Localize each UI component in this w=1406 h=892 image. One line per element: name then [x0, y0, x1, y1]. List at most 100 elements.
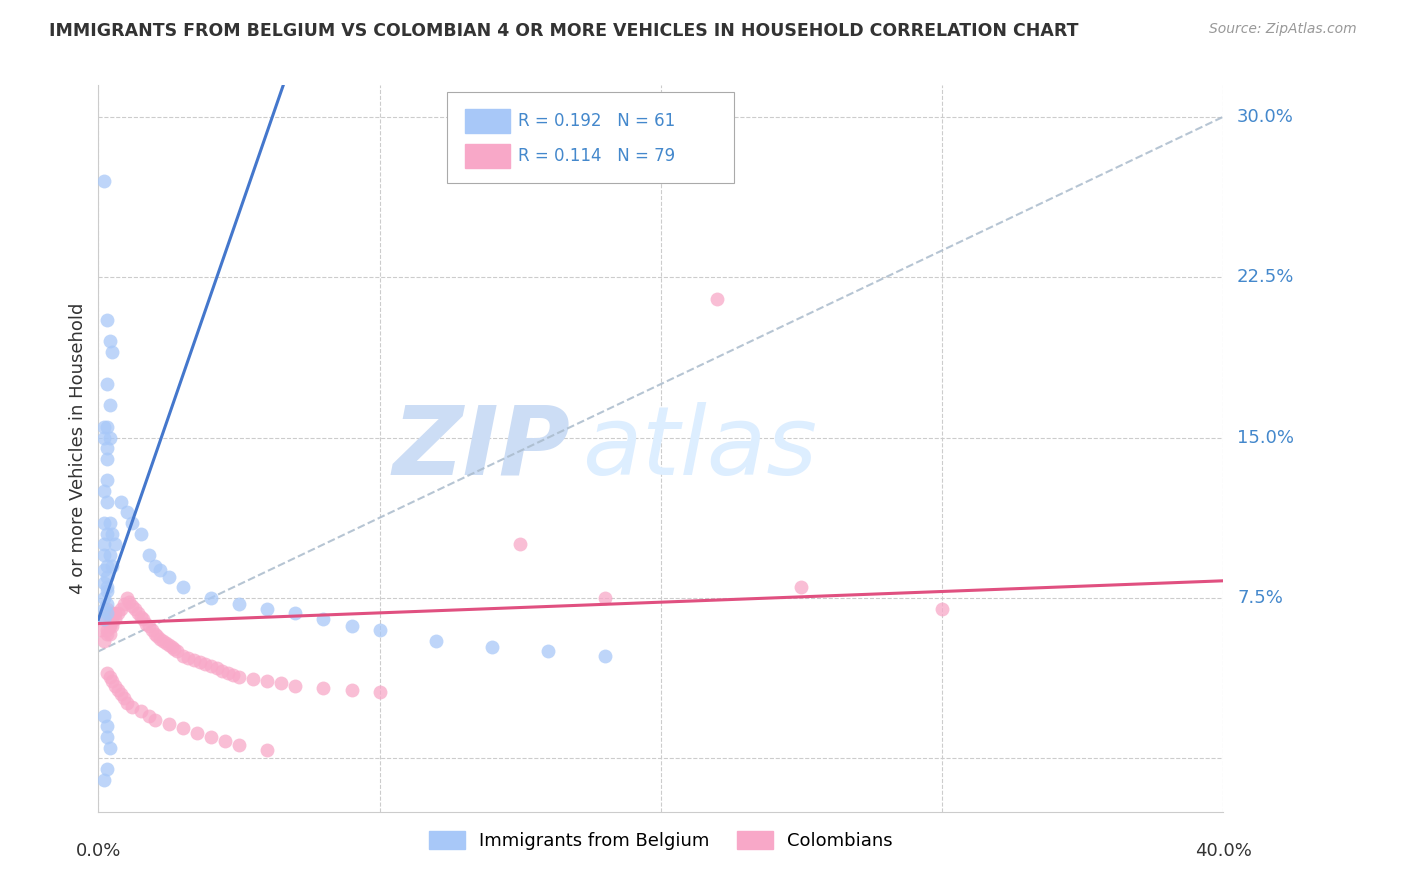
Text: 0.0%: 0.0% [76, 842, 121, 860]
Point [101, 606, 124, 620]
Point [110, 494, 132, 508]
Point [149, 563, 172, 577]
Point [96, 442, 118, 455]
Text: ZIP: ZIP [392, 401, 571, 495]
Point [96, 730, 118, 744]
Point [101, 526, 124, 541]
Point [256, 742, 278, 756]
Point [146, 629, 169, 643]
Point [127, 606, 149, 620]
Point [93, 612, 115, 626]
Point [256, 601, 278, 615]
Point [706, 292, 728, 306]
Point [138, 708, 160, 723]
Point [172, 648, 194, 663]
Point [118, 595, 141, 609]
Text: 15.0%: 15.0% [1237, 428, 1294, 447]
Text: 22.5%: 22.5% [1237, 268, 1295, 286]
Point [228, 670, 250, 684]
Point [132, 612, 155, 626]
Point [96, 526, 118, 541]
Point [312, 612, 335, 626]
Point [931, 601, 953, 615]
Point [90, 623, 112, 637]
Point [98, 616, 121, 631]
Point [112, 597, 135, 611]
Point [177, 650, 200, 665]
Point [228, 597, 250, 611]
Point [96, 719, 118, 733]
Point [93, 548, 115, 562]
Point [157, 717, 180, 731]
Point [96, 580, 118, 594]
Point [141, 623, 163, 637]
Point [157, 569, 180, 583]
Point [98, 334, 121, 349]
Point [93, 431, 115, 445]
Point [172, 722, 194, 736]
FancyBboxPatch shape [447, 92, 734, 183]
Point [96, 494, 118, 508]
Point [166, 644, 188, 658]
FancyBboxPatch shape [465, 145, 510, 168]
Point [222, 668, 245, 682]
Text: R = 0.114   N = 79: R = 0.114 N = 79 [517, 147, 675, 165]
Point [368, 685, 391, 699]
Point [790, 580, 813, 594]
Point [101, 612, 124, 626]
Point [93, 563, 115, 577]
Text: 30.0%: 30.0% [1237, 108, 1294, 126]
Point [211, 664, 233, 678]
Point [152, 633, 174, 648]
Point [107, 682, 129, 697]
Point [104, 537, 127, 551]
Point [93, 591, 115, 605]
Point [93, 601, 115, 615]
Point [340, 682, 363, 697]
Point [98, 618, 121, 632]
Point [98, 740, 121, 755]
Point [129, 526, 152, 541]
Point [593, 648, 616, 663]
Point [163, 642, 186, 657]
FancyBboxPatch shape [465, 110, 510, 133]
Point [200, 659, 222, 673]
Point [110, 687, 132, 701]
Point [115, 591, 138, 605]
Point [112, 691, 135, 706]
Point [98, 670, 121, 684]
Point [93, 516, 115, 530]
Point [93, 772, 115, 787]
Point [96, 451, 118, 466]
Point [101, 345, 124, 359]
Point [93, 420, 115, 434]
Text: 7.5%: 7.5% [1237, 589, 1284, 607]
Legend: Immigrants from Belgium, Colombians: Immigrants from Belgium, Colombians [422, 823, 900, 857]
Point [98, 548, 121, 562]
Point [138, 548, 160, 562]
Point [98, 399, 121, 413]
Point [121, 599, 143, 614]
Point [104, 612, 127, 626]
Point [194, 657, 217, 672]
Point [284, 679, 307, 693]
Point [107, 606, 129, 620]
Point [312, 681, 335, 695]
Point [96, 597, 118, 611]
Point [96, 313, 118, 327]
Y-axis label: 4 or more Vehicles in Household: 4 or more Vehicles in Household [69, 302, 87, 594]
Point [186, 725, 208, 739]
Point [124, 601, 146, 615]
Point [93, 174, 115, 188]
Point [129, 704, 152, 718]
Point [149, 632, 172, 646]
Point [98, 612, 121, 626]
Point [98, 627, 121, 641]
Point [340, 618, 363, 632]
Point [104, 679, 127, 693]
Point [425, 633, 447, 648]
Point [96, 558, 118, 573]
Point [96, 665, 118, 680]
Point [93, 708, 115, 723]
Point [96, 377, 118, 392]
